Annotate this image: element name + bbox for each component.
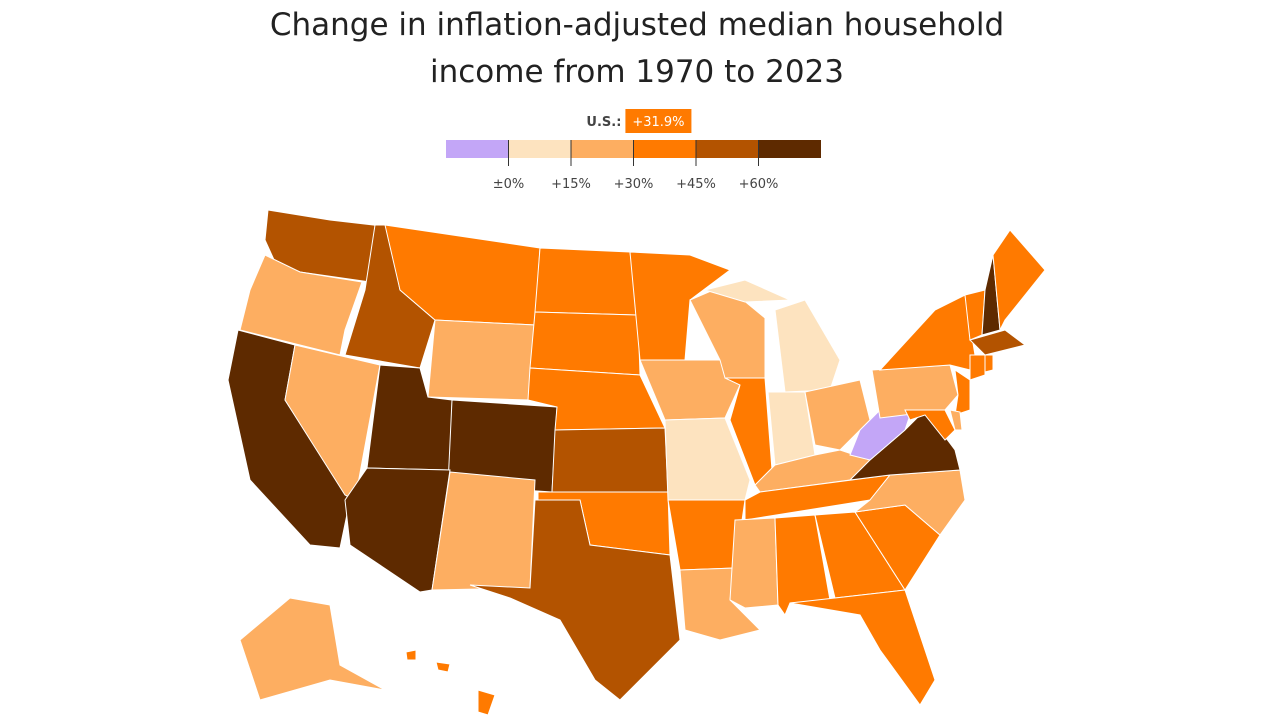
state-shape <box>431 471 536 591</box>
legend-swatch <box>446 140 509 158</box>
legend-swatch <box>633 140 696 158</box>
state-shape <box>804 379 871 451</box>
state <box>789 589 936 706</box>
state-shape <box>878 294 976 371</box>
state <box>405 649 496 716</box>
state <box>703 279 841 393</box>
state-shape <box>469 499 681 701</box>
state-shape <box>477 689 496 716</box>
state-shape <box>639 359 741 421</box>
state <box>804 379 871 451</box>
state <box>239 597 386 701</box>
legend-tick-label: +15% <box>551 177 591 192</box>
state <box>534 247 639 316</box>
legend-tick-label: +45% <box>676 177 716 192</box>
legend-swatch <box>758 140 821 158</box>
state-shape <box>992 229 1046 332</box>
state <box>551 427 669 493</box>
state-shape <box>703 279 791 303</box>
state-shape <box>427 319 536 401</box>
state-shape <box>664 417 751 501</box>
state <box>904 409 956 441</box>
legend-tick-label: +60% <box>739 177 779 192</box>
state <box>469 499 681 701</box>
state <box>639 359 741 421</box>
map <box>227 209 1046 716</box>
state-shape <box>954 368 971 416</box>
state <box>992 229 1046 332</box>
state-shape <box>789 589 936 706</box>
state-shape <box>529 311 641 376</box>
us-value: +31.9% <box>632 115 684 130</box>
state-shape <box>984 354 994 373</box>
state-shape <box>969 329 1027 356</box>
state <box>344 467 451 593</box>
state-shape <box>534 247 639 316</box>
state <box>969 354 986 381</box>
legend-swatch <box>696 140 759 158</box>
state-shape <box>405 649 417 661</box>
state <box>984 354 994 373</box>
state <box>264 209 383 283</box>
state <box>949 409 963 431</box>
title-line: income from 1970 to 2023 <box>430 54 844 90</box>
us-badge <box>625 109 692 133</box>
state-shape <box>344 467 451 593</box>
state-shape <box>904 409 956 441</box>
legend-swatch <box>571 140 634 158</box>
state <box>954 368 971 416</box>
state <box>427 319 536 401</box>
state-shape <box>551 427 669 493</box>
legend-tick-label: +30% <box>614 177 654 192</box>
state-shape <box>239 254 363 356</box>
legend: ±0% +15% +30% +45% +60% U.S.: +31.9% <box>446 109 821 192</box>
state <box>431 471 536 591</box>
us-label: U.S.: <box>586 115 621 130</box>
legend-swatch <box>508 140 571 158</box>
state <box>729 517 779 609</box>
state <box>664 417 751 501</box>
state-shape <box>774 299 841 393</box>
state <box>239 254 363 356</box>
state <box>878 294 976 371</box>
legend-tick-label: ±0% <box>493 177 525 192</box>
title-line: Change in inflation-adjusted median hous… <box>270 7 1004 43</box>
state <box>969 329 1027 356</box>
state <box>529 311 641 376</box>
state-shape <box>969 354 986 381</box>
state-shape <box>239 597 386 701</box>
state-shape <box>729 517 779 609</box>
state-shape <box>264 209 383 283</box>
state-shape <box>949 409 963 431</box>
state-shape <box>435 661 451 673</box>
